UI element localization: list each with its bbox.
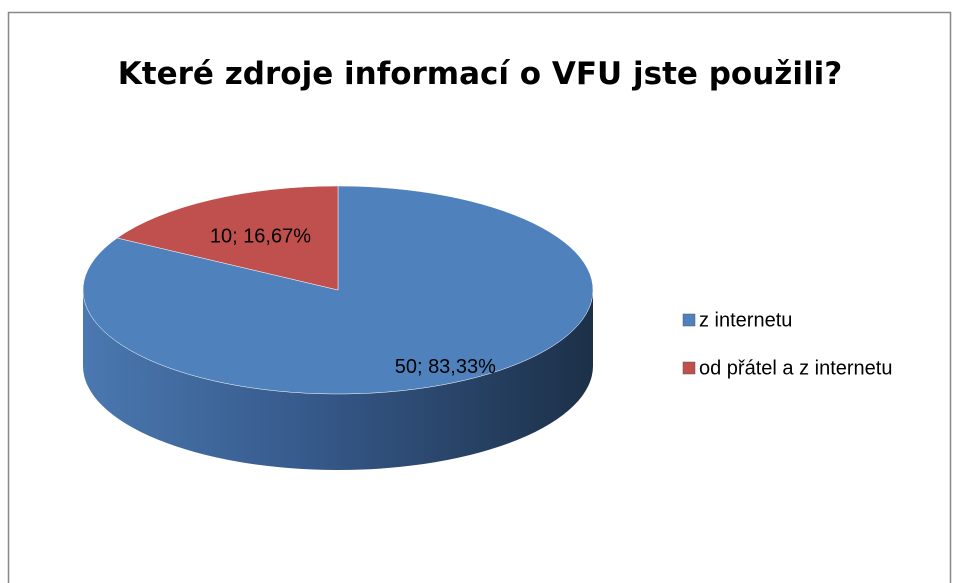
- legend-label: od přátel a z internetu: [699, 357, 892, 379]
- chart-title: Které zdroje informací o VFU jste použil…: [118, 56, 842, 92]
- chart-frame: [7, 11, 952, 583]
- legend-swatch: [682, 361, 696, 375]
- legend-label: z internetu: [699, 309, 792, 331]
- slice-side: [83, 290, 593, 470]
- data-label: 50; 83,33%: [395, 356, 496, 378]
- slice: [116, 185, 339, 291]
- slice: [82, 185, 594, 395]
- data-label: 10; 16,67%: [210, 225, 311, 247]
- legend-swatch: [682, 313, 696, 327]
